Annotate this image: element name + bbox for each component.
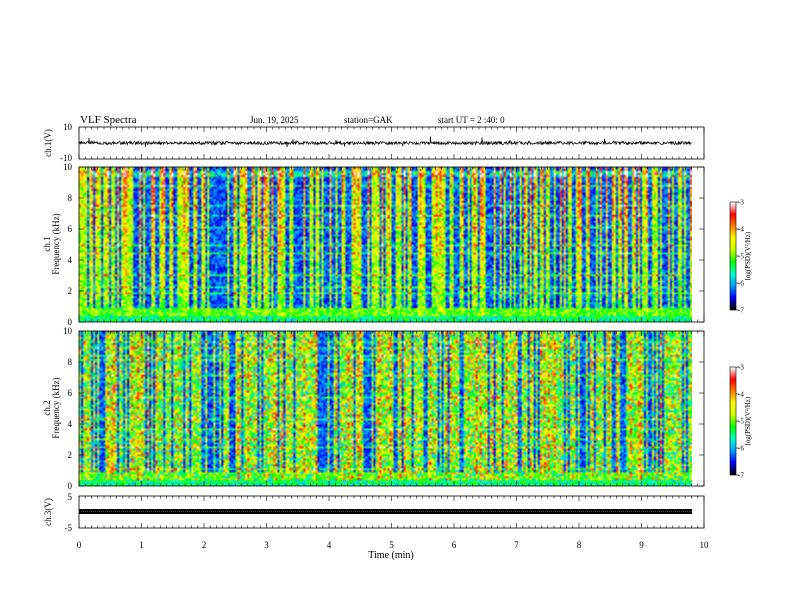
y-tick-label: 10	[63, 326, 73, 336]
ch1-ytick-top: 10	[63, 122, 73, 132]
ch2-colorbar-ticks: -3 -4 -5 -6 -7	[736, 364, 744, 480]
x-tick-label: 9	[639, 540, 644, 550]
ch2-colorbar-label: log(PSD)(V²/Hz)	[744, 396, 752, 445]
y-tick-label: 8	[68, 193, 73, 203]
figure-title: VLF Spectra	[80, 114, 137, 126]
date-label: Jun. 19, 2025	[250, 115, 299, 125]
time-axis-tick-labels: 0 1 2 3 4 5 6 7 8 9 10	[77, 540, 709, 550]
ch1-spectrogram-panel: 0 2 4 6 8 10 ch.1 Frequency (kHz) -3 -4 -5 -6 -7 …	[42, 162, 752, 327]
colorbar-tick-label: -7	[738, 472, 744, 480]
ch2-colorbar-gradient	[730, 367, 736, 475]
colorbar-tick-label: -3	[738, 199, 744, 207]
ch1-spectrogram-ytick-labels: 0 2 4 6 8 10	[63, 162, 704, 327]
ch1-spectrogram-ylabel-channel: ch.1	[42, 236, 52, 251]
y-tick-label: 0	[68, 481, 73, 491]
colorbar-tick-label: -5	[738, 253, 744, 261]
ch1-ytick-bottom: -10	[60, 153, 72, 163]
station-label: station=GAK	[344, 115, 393, 125]
ch1-colorbar: -3 -4 -5 -6 -7 log(PSD)(V²/Hz)	[729, 199, 752, 315]
x-tick-label: 10	[700, 540, 710, 550]
y-tick-label: 2	[68, 450, 73, 460]
x-tick-label: 1	[139, 540, 144, 550]
ch3-waveform-panel: 5 -5 ch.3(V) 0 1 2 3 4 5 6 7 8 9 10 Time (min)	[43, 492, 709, 561]
ch1-waveform-trace	[78, 136, 692, 148]
ch2-spectrogram-ylabel-channel: ch.2	[42, 400, 52, 415]
x-tick-label: 5	[389, 540, 394, 550]
ch1-waveform-ylabel: ch.1(V)	[43, 129, 53, 157]
y-tick-label: 4	[68, 419, 73, 429]
x-tick-label: 3	[264, 540, 269, 550]
colorbar-tick-label: -6	[738, 280, 744, 288]
ch3-waveform-frame	[78, 495, 705, 529]
y-tick-label: 2	[68, 286, 73, 296]
x-tick-label: 7	[514, 540, 519, 550]
ch3-ytick-top: 5	[68, 492, 73, 502]
ch3-waveform-ylabel: ch.3(V)	[43, 498, 53, 526]
y-tick-label: 0	[68, 317, 73, 327]
ch1-colorbar-label: log(PSD)(V²/Hz)	[744, 231, 752, 280]
x-tick-label: 2	[202, 540, 207, 550]
x-tick-label: 8	[577, 540, 582, 550]
ch2-spectrogram-frame	[78, 330, 705, 487]
colorbar-tick-label: -4	[738, 391, 744, 399]
time-axis-label: Time (min)	[368, 550, 413, 561]
y-tick-label: 6	[68, 388, 73, 398]
colorbar-tick-label: -6	[738, 445, 744, 453]
colorbar-tick-label: -5	[738, 418, 744, 426]
ch2-spectrogram-ylabel-frequency: Frequency (kHz)	[51, 377, 61, 438]
ch2-spectrogram-ytick-labels: 0 2 4 6 8 10	[63, 326, 704, 491]
ch1-spectrogram-ylabel-frequency: Frequency (kHz)	[51, 213, 61, 274]
x-tick-label: 0	[77, 540, 82, 550]
y-tick-label: 4	[68, 255, 73, 265]
ch1-colorbar-gradient	[730, 202, 736, 310]
ch1-waveform-panel: 10 -10 ch.1(V)	[43, 122, 705, 163]
y-tick-label: 8	[68, 357, 73, 367]
ch3-waveform-ticks	[78, 496, 705, 528]
ch1-colorbar-ticks: -3 -4 -5 -6 -7	[736, 199, 744, 315]
x-tick-label: 4	[327, 540, 332, 550]
ch2-colorbar: -3 -4 -5 -6 -7 log(PSD)(V²/Hz)	[729, 364, 752, 480]
ch2-spectrogram-panel: 0 2 4 6 8 10 ch.2 Frequency (kHz) -3 -4 -5 -6 -7 …	[42, 326, 752, 491]
y-tick-label: 10	[63, 162, 73, 172]
ch1-spectrogram-image	[79, 167, 692, 322]
x-tick-label: 6	[452, 540, 457, 550]
y-tick-label: 6	[68, 224, 73, 234]
ch1-spectrogram-ticks	[78, 167, 705, 322]
ch1-spectrogram-frame	[78, 166, 705, 323]
ch2-spectrogram-image	[79, 331, 692, 486]
ch1-waveform-ticks	[78, 127, 705, 159]
ch3-ytick-bottom: -5	[65, 523, 73, 533]
colorbar-tick-label: -4	[738, 226, 744, 234]
start-time-label: start UT = 2 :40: 0	[438, 115, 505, 125]
colorbar-tick-label: -3	[738, 364, 744, 372]
colorbar-tick-label: -7	[738, 307, 744, 315]
